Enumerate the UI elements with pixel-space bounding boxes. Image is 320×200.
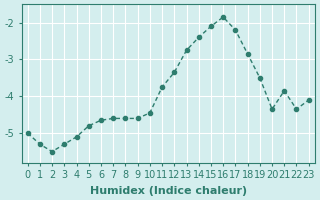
X-axis label: Humidex (Indice chaleur): Humidex (Indice chaleur)	[90, 186, 247, 196]
